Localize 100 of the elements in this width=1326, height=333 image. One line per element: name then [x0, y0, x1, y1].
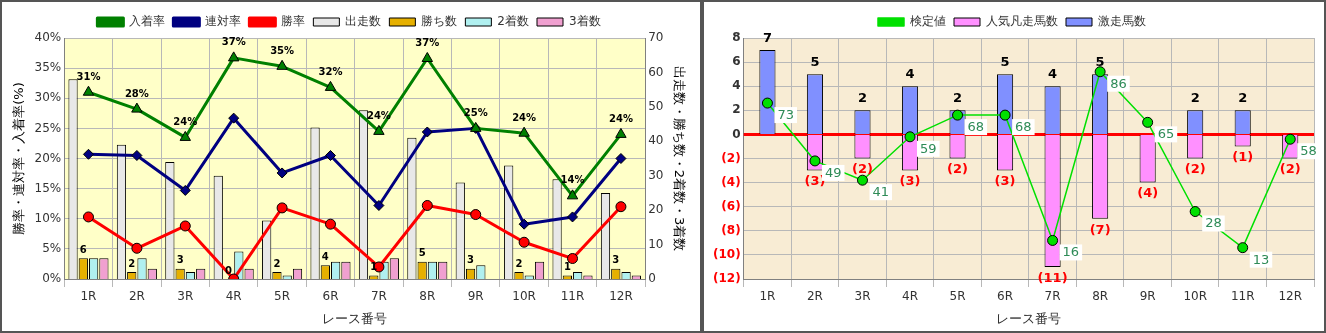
data-label: 3	[612, 254, 620, 266]
data-label: (3)	[899, 173, 921, 189]
x-tick-label: 8R	[419, 289, 436, 304]
data-label: 86	[1110, 75, 1127, 91]
y-tick-label: (8)	[721, 222, 741, 237]
data-label: 5	[1000, 54, 1010, 70]
data-label: 59	[920, 140, 937, 156]
data-label: 2	[273, 257, 281, 269]
point	[179, 184, 191, 196]
y2-tick-label: 20	[648, 202, 664, 217]
y-tick-label: (12)	[713, 271, 741, 286]
legend-label: 連対率	[205, 14, 242, 29]
x-tick-label: 3R	[177, 289, 194, 304]
legend-label: 2着数	[497, 14, 530, 29]
data-label: (2)	[1184, 161, 1206, 177]
point	[567, 211, 579, 223]
y-tick-label: 30%	[34, 90, 62, 105]
point	[1142, 116, 1154, 128]
data-label: 4	[1048, 66, 1058, 82]
data-label: (1)	[1232, 149, 1254, 165]
data-label: 1	[563, 261, 571, 273]
point	[1284, 133, 1296, 145]
point	[82, 211, 94, 223]
point	[615, 153, 627, 164]
point	[1189, 206, 1201, 218]
x-tick-label: 12R	[609, 289, 633, 304]
point	[276, 59, 288, 70]
data-label: 68	[967, 119, 985, 134]
data-label: 2	[1190, 90, 1200, 106]
point	[325, 218, 336, 230]
x-tick-label: 2R	[806, 289, 823, 304]
data-label: 65	[1157, 126, 1175, 142]
point	[131, 149, 143, 161]
y-tick-label: 40%	[34, 30, 62, 45]
data-label: 7	[762, 29, 772, 45]
data-label: 16	[1062, 244, 1080, 260]
legend-label: 入着率	[129, 14, 166, 29]
y2-tick-label: 40	[648, 133, 664, 148]
data-label: 2	[128, 257, 136, 269]
x-tick-label: 2R	[128, 289, 145, 304]
data-label: 4	[905, 66, 915, 82]
point	[518, 126, 530, 137]
data-label: 24%	[608, 112, 633, 124]
data-label: 24%	[512, 111, 537, 123]
point	[131, 102, 143, 113]
legend-label: 出走数	[345, 14, 382, 29]
data-label: 68	[1015, 119, 1032, 134]
data-label: (4)	[1137, 185, 1159, 201]
y-tick-label: 25%	[34, 120, 62, 135]
x-tick-label: 10R	[1183, 289, 1207, 304]
data-label: 28%	[124, 87, 149, 99]
data-label: 31%	[76, 70, 101, 82]
y-tick-label: (10)	[713, 247, 741, 262]
y-tick-label: 15%	[34, 180, 62, 195]
point	[373, 200, 385, 211]
x-tick-label: 4R	[225, 289, 242, 304]
point	[373, 124, 385, 135]
point	[1047, 234, 1059, 246]
y-axis-title: 勝率・連対率・入着率(%)	[11, 82, 27, 235]
legend-label: 人気凡走馬数	[986, 14, 1058, 29]
point	[999, 109, 1011, 121]
data-label: 32%	[318, 66, 343, 77]
point	[809, 155, 821, 167]
data-label: 2	[515, 257, 523, 269]
data-label: (3)	[994, 173, 1016, 189]
x-tick-label: 9R	[467, 289, 484, 304]
x-tick-label: 7R	[1044, 289, 1061, 304]
data-label: 6	[79, 243, 87, 255]
y-tick-label: 20%	[34, 150, 62, 165]
point	[276, 167, 288, 179]
point	[325, 149, 336, 161]
point	[615, 201, 627, 213]
point	[952, 109, 964, 121]
legend-label: 勝ち数	[421, 14, 458, 29]
point	[421, 51, 434, 62]
point	[179, 130, 191, 141]
x-tick-label: 5R	[949, 289, 966, 304]
y-tick-label: 0	[732, 126, 741, 141]
data-label: 49	[824, 164, 842, 180]
point	[904, 131, 916, 143]
point	[761, 97, 773, 109]
point	[227, 51, 240, 62]
data-label: 5	[1095, 54, 1105, 70]
x-tick-label: 3R	[854, 289, 871, 304]
data-label: 3	[467, 254, 475, 266]
x-tick-label: 11R	[1230, 289, 1255, 304]
point	[324, 80, 337, 91]
x-tick-label: 5R	[274, 289, 291, 304]
data-label: (11)	[1037, 269, 1068, 285]
data-label: (2)	[1279, 161, 1301, 177]
legend-label: 3着数	[569, 14, 601, 29]
point	[1094, 66, 1106, 78]
point	[82, 148, 94, 160]
data-label: 14%	[560, 174, 585, 186]
data-label: 3	[176, 254, 184, 266]
point	[566, 189, 579, 200]
data-label: 2	[953, 90, 963, 106]
legend-label: 激走馬数	[1098, 14, 1146, 29]
point	[1237, 242, 1249, 254]
x-tick-label: 6R	[322, 289, 339, 304]
